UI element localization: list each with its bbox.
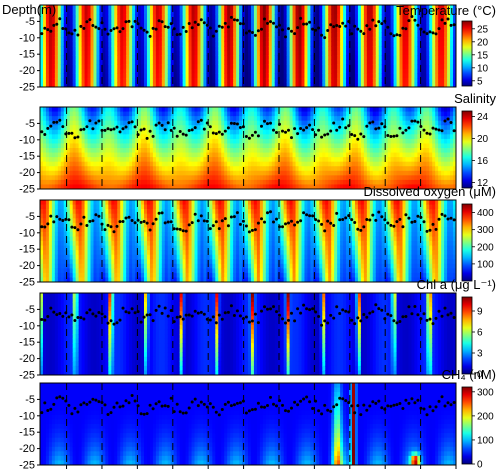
- panel-title: Salinity: [454, 91, 496, 106]
- y-tick-label: -5: [25, 304, 35, 316]
- panel-1: -5 -10 -15 -20 -25 Temperature (°C) 25 20 15 10 5: [19, 3, 496, 94]
- y-tick-label: -15: [19, 151, 35, 163]
- mld-dots: [40, 210, 456, 234]
- y-tick-label: -10: [19, 410, 35, 422]
- colorbar-tick-label: 15: [477, 50, 489, 61]
- colorbar-tick-label: 12: [477, 178, 489, 189]
- y-tick-label: -20: [19, 167, 35, 179]
- colorbar-tick-label: 24: [477, 112, 489, 123]
- y-tick-label: -5: [25, 394, 35, 406]
- y-tick-label: -5: [25, 211, 35, 223]
- y-tick-label: -25: [19, 370, 35, 382]
- panel-title: Temperature (°C): [396, 3, 496, 18]
- mld-dots: [40, 303, 456, 327]
- y-tick-label: -10: [19, 320, 35, 332]
- y-tick-label: -25: [19, 277, 35, 289]
- y-tick-label: -10: [19, 227, 35, 239]
- colorbar: [461, 203, 473, 282]
- y-tick-label: -15: [19, 427, 35, 439]
- colorbar-tick-label: 25: [477, 24, 489, 35]
- y-tick-label: -25: [19, 184, 35, 196]
- y-tick-label: -20: [19, 353, 35, 365]
- panel-title: Dissolved oxygen (μM): [364, 184, 496, 199]
- y-tick-label: -5: [25, 16, 35, 28]
- panel-title: CH₄ (nM): [442, 367, 496, 382]
- panel-5: -5 -10 -15 -20 -25 CH₄ (nM) 300 200 100 0: [19, 367, 496, 471]
- colorbar-tick-label: 400: [477, 208, 494, 219]
- colorbar-tick-label: 20: [477, 134, 489, 145]
- y-tick-label: -20: [19, 443, 35, 455]
- panel-4: -5 -10 -15 -20 -25 Chl a (μg L⁻¹) 9 6 3 0: [19, 277, 496, 382]
- heatmap-cells: [40, 293, 456, 375]
- colorbar-tick-label: 200: [477, 411, 494, 422]
- colorbar-tick-label: 100: [477, 435, 494, 446]
- colorbar-tick-label: 3: [477, 349, 483, 360]
- colorbar-tick-label: 100: [477, 259, 494, 270]
- heatmap-cells: [40, 5, 456, 87]
- plot-frame: [39, 382, 457, 466]
- mld-dots: [40, 117, 456, 141]
- y-tick-label: -25: [19, 82, 35, 94]
- y-tick-label: -15: [19, 337, 35, 349]
- panel-3: -5 -10 -15 -20 -25 Dissolved oxygen (μM) 400 30…: [19, 184, 496, 289]
- y-tick-label: -5: [25, 118, 35, 130]
- x-axis: 2007200820092010201120122013201420152016…: [66, 465, 457, 469]
- heatmap-cells: [40, 383, 456, 465]
- colorbar-tick-label: 9: [477, 307, 483, 318]
- colorbar-tick-label: 0: [477, 460, 483, 471]
- plot-frame: [39, 292, 457, 376]
- colorbar-tick-label: 16: [477, 156, 489, 167]
- colorbar-tick-label: 5: [477, 76, 483, 87]
- y-tick-label: -20: [19, 65, 35, 77]
- colorbar: [461, 386, 473, 465]
- colorbar-tick-label: 300: [477, 225, 494, 236]
- panel-title: Chl a (μg L⁻¹): [417, 277, 496, 292]
- y-tick-label: -15: [19, 244, 35, 256]
- colorbar-tick-label: 10: [477, 63, 489, 74]
- mld-dots: [40, 15, 456, 40]
- colorbar-tick-label: 0: [477, 370, 483, 381]
- colorbar: [461, 20, 473, 87]
- colorbar: [461, 110, 473, 189]
- colorbar-tick-label: 300: [477, 387, 494, 398]
- colorbar-tick-label: 20: [477, 37, 489, 48]
- depth-axis-label: Depth(m): [2, 2, 56, 17]
- y-tick-label: -10: [19, 134, 35, 146]
- plot-frame: [39, 4, 457, 88]
- colorbar: [461, 296, 473, 375]
- panel-2: -5 -10 -15 -20 -25 Salinity 24 20 16 12: [19, 91, 496, 196]
- plot-frame: [39, 199, 457, 283]
- plot-frame: [39, 106, 457, 190]
- y-tick-label: -25: [19, 460, 35, 471]
- y-tick-label: -10: [19, 32, 35, 44]
- y-tick-label: -20: [19, 260, 35, 272]
- mld-dots: [40, 394, 456, 417]
- y-tick-label: -15: [19, 49, 35, 61]
- heatmap-cells: [40, 200, 456, 282]
- colorbar-tick-label: 6: [477, 328, 483, 339]
- colorbar-tick-label: 200: [477, 242, 494, 253]
